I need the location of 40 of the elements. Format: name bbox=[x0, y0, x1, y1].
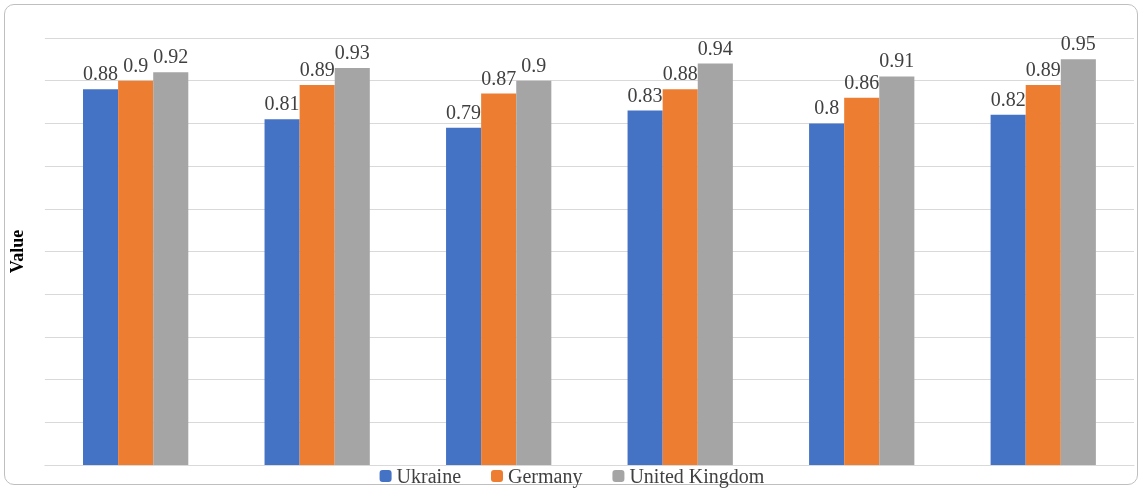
bar bbox=[334, 67, 370, 465]
legend-label: United Kingdom bbox=[629, 465, 765, 488]
data-label: 0.86 bbox=[844, 70, 880, 93]
legend-label: Germany bbox=[508, 465, 583, 488]
bar bbox=[662, 89, 698, 465]
bar bbox=[118, 80, 154, 465]
bar bbox=[153, 72, 189, 465]
data-label: 0.92 bbox=[153, 45, 189, 68]
legend-label: Ukraine bbox=[396, 465, 462, 487]
bar bbox=[809, 123, 845, 465]
data-label: 0.82 bbox=[990, 87, 1026, 110]
bar bbox=[697, 63, 733, 465]
data-label: 0.9 bbox=[123, 53, 149, 76]
bar bbox=[83, 89, 119, 465]
data-label: 0.88 bbox=[662, 62, 698, 85]
data-label: 0.79 bbox=[446, 100, 482, 123]
bar bbox=[1060, 59, 1096, 465]
data-label: 0.89 bbox=[299, 57, 335, 80]
data-label: 0.8 bbox=[814, 96, 840, 119]
data-label: 0.88 bbox=[83, 62, 119, 85]
data-label: 0.9 bbox=[521, 53, 547, 76]
bar bbox=[299, 84, 335, 465]
bar bbox=[1025, 84, 1061, 465]
data-label: 0.89 bbox=[1025, 57, 1061, 80]
data-label: 0.95 bbox=[1060, 32, 1096, 55]
bar bbox=[990, 114, 1026, 465]
data-label: 0.83 bbox=[627, 83, 663, 106]
y-axis-title: Value bbox=[7, 229, 27, 274]
bar bbox=[844, 97, 880, 465]
bar bbox=[627, 110, 663, 465]
bar bbox=[516, 80, 552, 465]
bar bbox=[446, 127, 482, 465]
data-label: 0.87 bbox=[481, 66, 517, 89]
data-label: 0.94 bbox=[697, 36, 733, 59]
data-label: 0.81 bbox=[264, 92, 300, 115]
data-label: 0.91 bbox=[879, 49, 915, 72]
bar bbox=[264, 119, 300, 465]
bar bbox=[879, 76, 915, 465]
data-label: 0.93 bbox=[334, 40, 370, 63]
bar bbox=[481, 93, 517, 465]
